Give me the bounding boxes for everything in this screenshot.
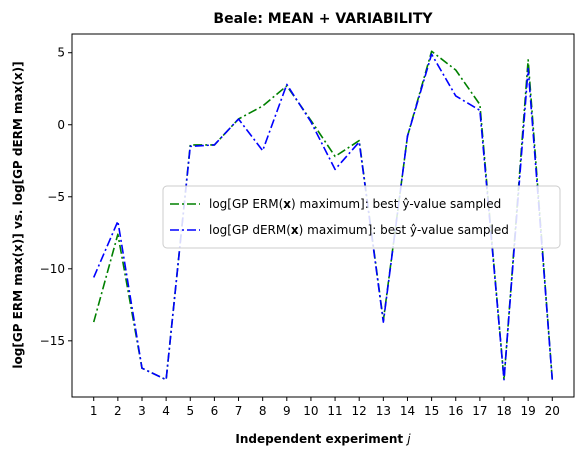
x-tick-label: 1: [90, 404, 98, 418]
legend: log[GP ERM(x) maximum]: best ŷ-value sam…: [162, 185, 561, 249]
series-line-2: [92, 53, 554, 381]
x-tick-label: 7: [235, 404, 243, 418]
legend-label-1: log[GP ERM(x) maximum]: best ŷ-value sam…: [209, 197, 501, 211]
x-tick-label: 19: [521, 404, 536, 418]
y-axis: 5 0 −5 −10 −15: [40, 46, 72, 348]
x-tick-label: 11: [327, 404, 342, 418]
legend-frame: [162, 185, 561, 249]
x-tick-label: 16: [448, 404, 463, 418]
x-tick-label: 14: [400, 404, 415, 418]
x-tick-label: 3: [138, 404, 146, 418]
x-tick-label: 4: [162, 404, 170, 418]
y-tick-label: −5: [47, 190, 65, 204]
y-tick-label: −15: [40, 334, 65, 348]
x-tick-label: 10: [303, 404, 318, 418]
x-tick-label: 18: [496, 404, 511, 418]
y-tick-label: −10: [40, 262, 65, 276]
y-tick-label: 5: [57, 46, 65, 60]
x-tick-label: 17: [472, 404, 487, 418]
x-tick-label: 8: [259, 404, 267, 418]
x-tick-label: 2: [114, 404, 122, 418]
plot-frame: [71, 33, 575, 398]
x-axis: 1 2 3 4 5 6 7 8 9 10 11 12 13 14 15 16 17 18 19 20: [90, 397, 560, 418]
legend-label-2: log[GP dERM(x) maximum]: best ŷ-value sa…: [209, 223, 509, 237]
series-layer: [92, 50, 554, 381]
y-axis-label: log[GP ERM max(x)] vs. log[GP dERM max(x…: [11, 61, 25, 368]
x-tick-label: 9: [283, 404, 291, 418]
x-tick-label: 12: [352, 404, 367, 418]
chart-title: Beale: MEAN + VARIABILITY: [213, 11, 433, 27]
x-tick-label: 20: [545, 404, 560, 418]
y-tick-label: 0: [57, 118, 65, 132]
x-tick-label: 15: [424, 404, 439, 418]
x-tick-label: 6: [211, 404, 219, 418]
x-axis-label: Independent experiment j: [235, 432, 411, 446]
x-tick-label: 5: [186, 404, 194, 418]
x-tick-label: 13: [376, 404, 391, 418]
